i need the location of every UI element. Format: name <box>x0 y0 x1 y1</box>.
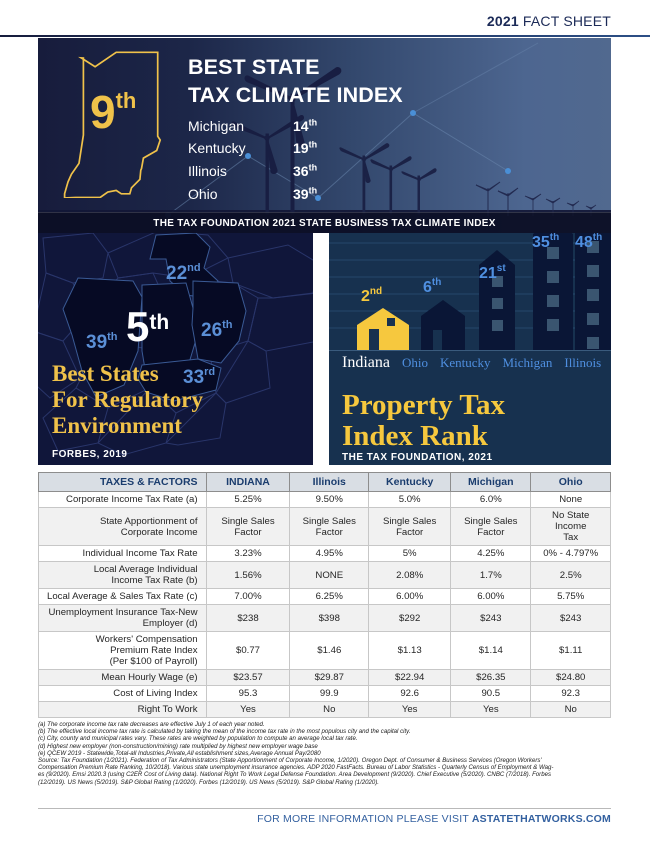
svg-text:2nd: 2nd <box>361 286 382 305</box>
svg-text:6th: 6th <box>423 277 441 296</box>
